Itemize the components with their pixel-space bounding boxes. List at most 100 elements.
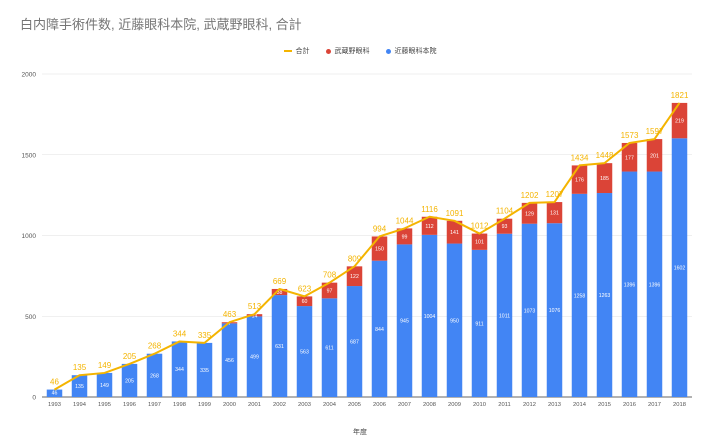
x-tick-label: 2014 xyxy=(573,402,587,408)
data-label-total: 513 xyxy=(248,302,262,311)
y-tick-label: 2000 xyxy=(22,72,37,79)
bar-musashino xyxy=(396,228,413,245)
data-label-musashino: 185 xyxy=(600,176,609,182)
data-label-kondo: 631 xyxy=(275,344,284,350)
bar-kondo xyxy=(96,372,113,397)
legend-swatch-kondo xyxy=(385,48,391,54)
bar-kondo xyxy=(546,223,563,397)
bar-kondo xyxy=(396,244,413,397)
x-axis-label: 年度 xyxy=(353,429,367,436)
legend-label-musashino: 武蔵野眼科 xyxy=(334,48,370,55)
data-label-kondo: 911 xyxy=(475,321,483,327)
data-label-total: 46 xyxy=(50,378,59,387)
data-label-total: 1448 xyxy=(596,151,614,160)
data-label-kondo: 563 xyxy=(300,350,309,356)
data-label-musashino: 101 xyxy=(475,240,484,246)
data-label-musashino: 99 xyxy=(402,234,408,240)
data-label-total: 623 xyxy=(298,284,312,293)
bar-kondo xyxy=(321,298,338,397)
legend-item-musashino[interactable]: 武蔵野眼科 xyxy=(325,46,370,56)
data-label-kondo: 135 xyxy=(75,384,84,390)
legend: 合計 武蔵野眼科 近藤眼科本院 xyxy=(0,46,720,56)
data-label-total: 1597 xyxy=(646,127,664,136)
data-label-kondo: 1263 xyxy=(599,293,611,299)
bar-kondo xyxy=(646,171,663,397)
data-label-kondo: 1602 xyxy=(674,266,686,272)
bar-musashino xyxy=(596,163,613,194)
data-label-kondo: 499 xyxy=(250,355,259,361)
bar-musashino xyxy=(671,102,688,139)
legend-item-total[interactable]: 合計 xyxy=(283,46,310,56)
bar-musashino xyxy=(446,220,463,244)
data-label-total: 1573 xyxy=(621,131,639,140)
bar-kondo xyxy=(671,138,688,398)
x-tick-label: 1996 xyxy=(123,402,136,408)
x-tick-label: 2006 xyxy=(373,402,386,408)
data-label-total: 1116 xyxy=(421,205,438,214)
x-tick-label: 2009 xyxy=(448,402,461,408)
bar-musashino xyxy=(646,139,663,172)
data-label-musashino: 141 xyxy=(450,230,459,236)
bar-kondo xyxy=(146,353,163,397)
data-label-kondo: 611 xyxy=(325,346,333,352)
data-label-musashino: 129 xyxy=(525,211,534,217)
x-tick-label: 2001 xyxy=(248,402,261,408)
bar-kondo xyxy=(271,295,288,397)
x-tick-label: 2011 xyxy=(498,402,510,408)
bar-kondo xyxy=(171,341,188,397)
data-label-kondo: 456 xyxy=(225,358,234,364)
bar-kondo xyxy=(496,233,513,397)
data-label-kondo: 1396 xyxy=(649,282,661,288)
data-label-kondo: 1073 xyxy=(524,308,536,314)
data-label-total: 994 xyxy=(373,224,387,233)
x-tick-label: 2016 xyxy=(623,402,636,408)
data-label-total: 669 xyxy=(273,277,287,286)
data-label-kondo: 844 xyxy=(375,327,384,333)
bar-kondo xyxy=(471,249,488,397)
x-tick-label: 2015 xyxy=(598,402,611,408)
x-tick-label: 1999 xyxy=(198,402,211,408)
x-tick-label: 2003 xyxy=(298,402,311,408)
data-label-musashino: 7 xyxy=(228,321,231,327)
data-label-musashino: 201 xyxy=(650,153,659,159)
x-tick-label: 2010 xyxy=(473,402,486,408)
x-tick-label: 2012 xyxy=(523,402,536,408)
data-label-total: 809 xyxy=(348,254,362,263)
bar-kondo xyxy=(346,286,363,397)
data-label-musashino: 112 xyxy=(425,224,433,230)
data-label-kondo: 1011 xyxy=(499,313,510,319)
data-label-total: 1104 xyxy=(496,207,514,216)
data-label-total: 344 xyxy=(173,329,187,338)
bar-kondo xyxy=(296,306,313,397)
x-tick-label: 1994 xyxy=(73,402,87,408)
data-label-musashino: 177 xyxy=(625,155,634,161)
data-label-musashino: 14 xyxy=(252,313,258,319)
data-label-musashino: 38 xyxy=(277,290,283,296)
data-label-total: 135 xyxy=(73,363,87,372)
legend-label-total: 合計 xyxy=(295,48,310,55)
bar-musashino xyxy=(621,142,638,172)
legend-item-kondo[interactable]: 近藤眼科本院 xyxy=(385,46,437,56)
bar-kondo xyxy=(196,342,213,397)
bar-kondo xyxy=(246,316,263,397)
data-label-kondo: 205 xyxy=(125,378,134,384)
data-label-musashino: 122 xyxy=(350,274,359,280)
data-label-kondo: 950 xyxy=(450,318,459,324)
x-tick-label: 2007 xyxy=(398,402,411,408)
x-tick-label: 2017 xyxy=(648,402,661,408)
data-label-musashino: 150 xyxy=(375,247,384,253)
data-label-kondo: 1396 xyxy=(624,282,636,288)
x-tick-label: 1997 xyxy=(148,402,161,408)
x-tick-label: 1993 xyxy=(48,402,61,408)
x-tick-label: 2002 xyxy=(273,402,286,408)
data-label-total: 1202 xyxy=(521,191,539,200)
data-label-total: 463 xyxy=(223,310,237,319)
y-tick-label: 0 xyxy=(32,395,36,402)
data-label-kondo: 1004 xyxy=(424,314,436,320)
bar-kondo xyxy=(121,363,138,397)
bar-musashino xyxy=(521,202,538,224)
data-label-kondo: 687 xyxy=(350,340,359,346)
chart-title: 白内障手術件数, 近藤眼科本院, 武蔵野眼科, 合計 xyxy=(20,17,302,32)
bar-kondo xyxy=(71,375,88,397)
